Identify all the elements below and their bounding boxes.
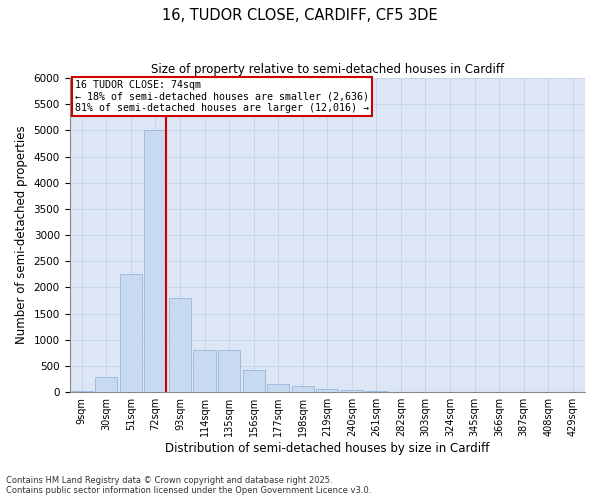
Y-axis label: Number of semi-detached properties: Number of semi-detached properties xyxy=(15,126,28,344)
Bar xyxy=(341,390,363,392)
Title: Size of property relative to semi-detached houses in Cardiff: Size of property relative to semi-detach… xyxy=(151,62,504,76)
Bar xyxy=(145,130,166,392)
Bar xyxy=(292,386,314,392)
Bar xyxy=(193,350,215,392)
Bar xyxy=(120,274,142,392)
Bar xyxy=(267,384,289,392)
Bar xyxy=(95,376,118,392)
Bar xyxy=(316,389,338,392)
Text: 16 TUDOR CLOSE: 74sqm
← 18% of semi-detached houses are smaller (2,636)
81% of s: 16 TUDOR CLOSE: 74sqm ← 18% of semi-deta… xyxy=(74,80,368,113)
Bar xyxy=(242,370,265,392)
Text: 16, TUDOR CLOSE, CARDIFF, CF5 3DE: 16, TUDOR CLOSE, CARDIFF, CF5 3DE xyxy=(162,8,438,22)
Bar xyxy=(71,391,93,392)
Text: Contains HM Land Registry data © Crown copyright and database right 2025.
Contai: Contains HM Land Registry data © Crown c… xyxy=(6,476,371,495)
Bar xyxy=(218,350,240,392)
Bar xyxy=(169,298,191,392)
X-axis label: Distribution of semi-detached houses by size in Cardiff: Distribution of semi-detached houses by … xyxy=(165,442,490,455)
